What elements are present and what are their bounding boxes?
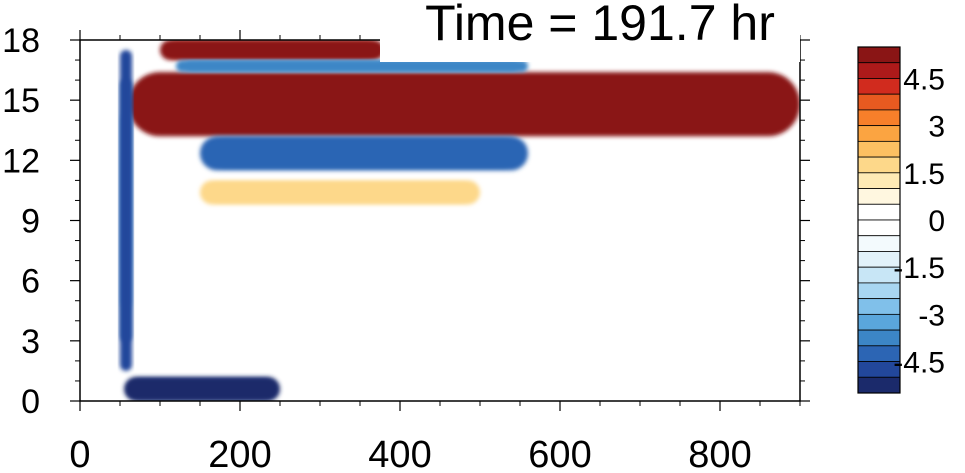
field-contour: [124, 376, 280, 401]
colorbar-box: [857, 140, 901, 158]
colorbar-label: -1.5: [893, 252, 945, 285]
colorbar-box: [857, 313, 901, 331]
colorbar-frame: [857, 46, 901, 394]
colorbar-box: [857, 203, 901, 221]
field-feature: [200, 136, 528, 171]
colorbar-box: [857, 376, 901, 394]
colorbar-box: [857, 329, 901, 347]
field-feature: [176, 60, 528, 73]
colorbar-box: [857, 46, 901, 64]
colorbar-box: [857, 156, 901, 174]
y-tick-label: 3: [21, 323, 40, 361]
colorbar-label: -3: [918, 299, 945, 332]
x-tick-label: 200: [208, 434, 271, 473]
field-feature: [120, 50, 132, 371]
field-feature: [200, 180, 480, 205]
y-tick-label: 18: [2, 22, 40, 60]
x-tick-label: 400: [368, 434, 431, 473]
field-contour: [200, 136, 528, 171]
y-tick-label: 6: [21, 263, 40, 301]
colorbar-box: [857, 282, 901, 300]
field-contour: [200, 180, 480, 205]
y-tick-label: 0: [21, 383, 40, 421]
axis-ticks: 0 200 400 600 800 0 3 6 9 12 15 18: [2, 22, 810, 473]
colorbar-box: [857, 109, 901, 127]
colorbar-box: [857, 298, 901, 315]
y-tick-label: 12: [2, 142, 40, 180]
colorbar-box: [857, 235, 901, 252]
colorbar-label: 3: [928, 111, 945, 144]
colorbar-label: 0: [928, 205, 945, 238]
y-tick-label: 15: [2, 82, 40, 120]
colorbar-label: 4.5: [903, 63, 945, 96]
colorbar-box: [857, 188, 901, 205]
colorbar: 4.5 3 1.5 0 -1.5 -3 -4.5: [857, 46, 945, 394]
x-tick-label: 0: [69, 434, 90, 473]
field-feature: [124, 376, 280, 401]
colorbar-box: [857, 62, 901, 79]
field-feature: [160, 40, 384, 61]
colorbar-box: [857, 172, 901, 189]
x-tick-label: 800: [688, 434, 751, 473]
colorbar-label: 1.5: [903, 158, 945, 191]
field-contour: [128, 72, 800, 137]
colorbar-box: [857, 93, 901, 111]
plot-area: 0 200 400 600 800 0 3 6 9 12 15 18: [2, 22, 810, 473]
colorbar-label: -4.5: [893, 347, 945, 380]
field-contour: [120, 50, 132, 371]
x-tick-label: 600: [528, 434, 591, 473]
chart-title: Time = 191.7 hr: [425, 0, 775, 51]
field-contour: [160, 40, 384, 61]
colorbar-box: [857, 125, 901, 142]
colorbar-box: [857, 78, 901, 95]
colorbar-box: [857, 219, 901, 237]
data-field: [120, 40, 800, 401]
y-tick-label: 9: [21, 203, 40, 241]
title-mask: [380, 0, 800, 62]
field-feature: [128, 72, 800, 137]
field-contour: [176, 60, 528, 73]
